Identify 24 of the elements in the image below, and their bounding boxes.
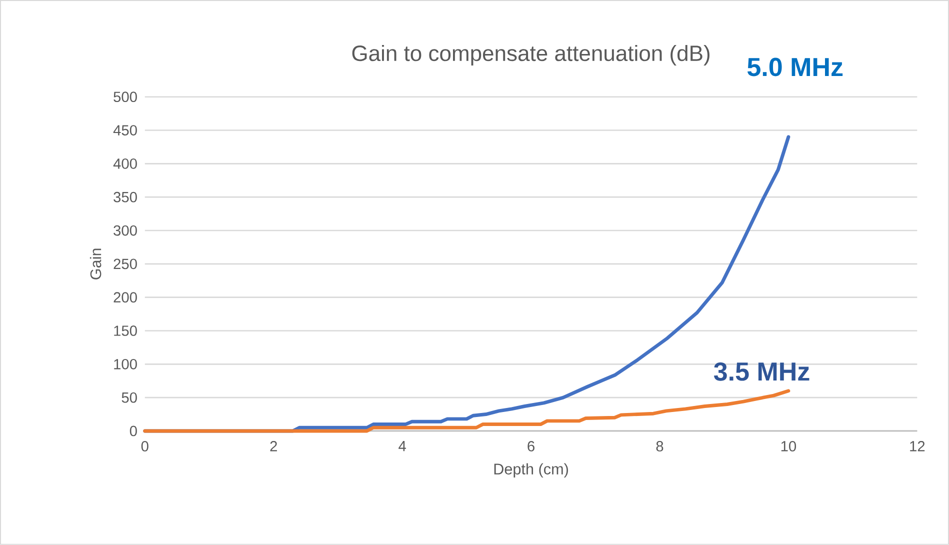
y-tick-label: 50 bbox=[122, 392, 137, 403]
text: 5.0 MHz bbox=[747, 58, 843, 76]
x-tick-label: 0 bbox=[141, 441, 148, 452]
series-label: 3.5 MHz bbox=[714, 362, 810, 381]
y-tick-label: 350 bbox=[114, 192, 137, 202]
y-tick-label: 250 bbox=[114, 258, 137, 270]
x-tick-label: 6 bbox=[528, 441, 534, 452]
x-tick-label: 8 bbox=[656, 441, 664, 452]
y-axis-title: Gain bbox=[90, 248, 102, 280]
chart-title: Gain to compensate attenuation (dB) bbox=[352, 45, 710, 66]
x-tick-label: 12 bbox=[910, 441, 925, 452]
x-tick-label: 2 bbox=[270, 441, 277, 452]
y-tick-label: 100 bbox=[114, 359, 137, 370]
line-series bbox=[143, 389, 790, 433]
y-tick-label: 500 bbox=[114, 92, 137, 102]
y-tick-label: 450 bbox=[113, 125, 137, 136]
y-tick-label: 400 bbox=[113, 158, 137, 169]
x-axis-title: Depth (cm) bbox=[494, 463, 568, 478]
y-tick-label: 0 bbox=[130, 426, 137, 436]
x-tick-label: 4 bbox=[398, 441, 406, 452]
y-tick-label: 200 bbox=[114, 292, 137, 303]
x-tick-label: 10 bbox=[781, 441, 796, 452]
y-tick-label: 150 bbox=[114, 326, 137, 336]
y-tick-label: 300 bbox=[114, 225, 137, 236]
